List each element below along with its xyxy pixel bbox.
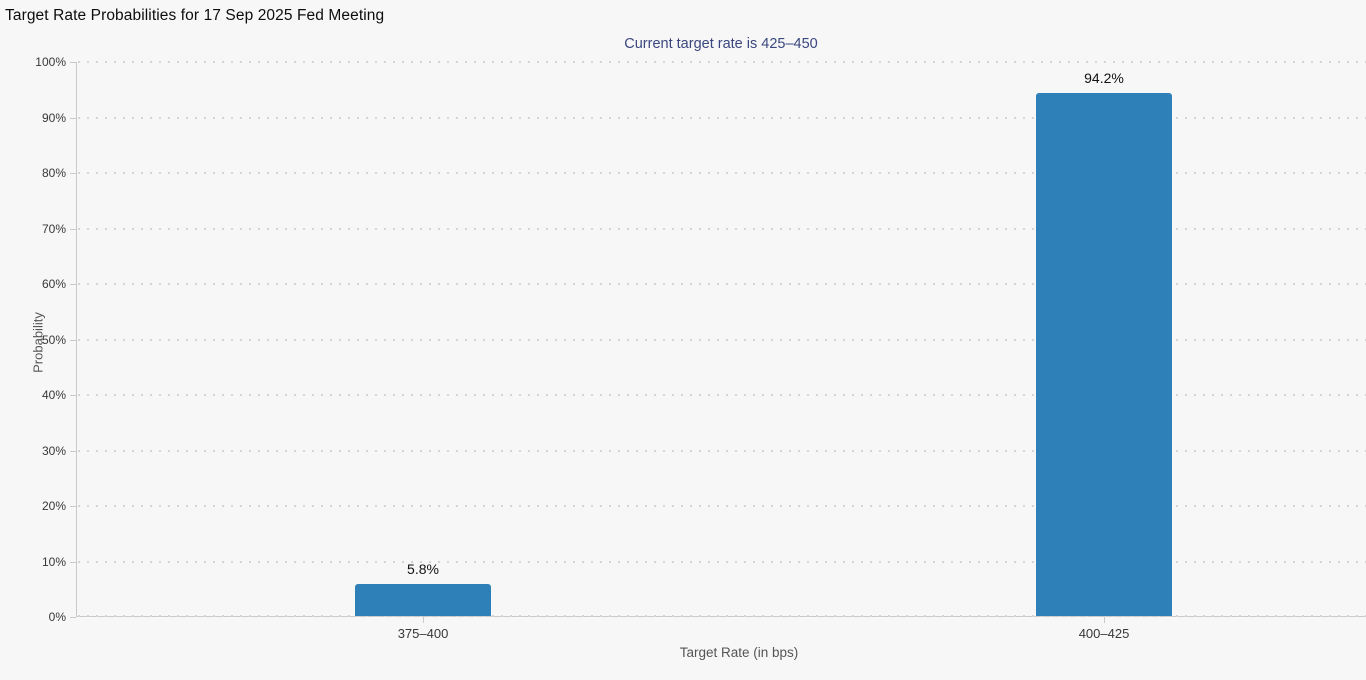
y-tick-label-40: 40%: [41, 388, 66, 402]
y-tick-label-0: 0%: [48, 610, 66, 624]
y-tick-10: [70, 561, 76, 563]
y-tick-70: [70, 228, 76, 230]
chart-subtitle: Current target rate is 425–450: [624, 36, 818, 52]
chart-title: Target Rate Probabilities for 17 Sep 202…: [5, 7, 385, 24]
y-tick-50: [70, 339, 76, 341]
gridline-60: [78, 283, 1366, 285]
bar-400–425: [1036, 93, 1172, 616]
x-tick-label-400–425: 400–425: [1078, 626, 1130, 641]
y-tick-label-30: 30%: [41, 443, 66, 458]
x-tick-375–400: [423, 617, 424, 623]
y-tick-label-50: 50%: [41, 332, 66, 347]
y-tick-20: [70, 506, 76, 507]
gridline-80: [78, 172, 1366, 174]
gridline-40: [78, 394, 1366, 396]
y-tick-60: [70, 284, 76, 285]
gridline-70: [78, 227, 1366, 230]
x-axis-title: Target Rate (in bps): [679, 645, 799, 660]
y-tick-label-10: 10%: [41, 554, 66, 569]
y-tick-label-80: 80%: [41, 166, 66, 180]
y-tick-label-100: 100%: [35, 55, 66, 69]
gridline-10: [78, 560, 1366, 563]
y-tick-30: [70, 450, 76, 452]
y-tick-40: [70, 395, 76, 396]
y-tick-label-90: 90%: [41, 110, 66, 125]
gridline-30: [78, 449, 1366, 452]
gridline-50: [78, 338, 1366, 341]
bar-375–400: [355, 584, 491, 616]
gridline-100: [78, 61, 1366, 63]
y-tick-label-60: 60%: [41, 277, 66, 291]
y-tick-label-20: 20%: [41, 499, 66, 513]
x-tick-label-375–400: 375–400: [397, 626, 449, 641]
y-tick-0: [70, 617, 76, 618]
bar-value-label-375–400: 5.8%: [407, 561, 439, 577]
y-tick-100: [70, 62, 76, 63]
y-tick-80: [70, 173, 76, 174]
plot-area: 5.8% 375–400 94.2% 400–425: [76, 61, 1366, 641]
gridline-20: [78, 505, 1366, 507]
gridline-0: [78, 615, 1366, 617]
y-tick-90: [70, 117, 76, 119]
bar-value-label-400–425: 94.2%: [1084, 70, 1124, 86]
x-tick-400–425: [1104, 617, 1105, 623]
y-tick-label-70: 70%: [41, 221, 66, 236]
gridline-90: [78, 116, 1366, 119]
